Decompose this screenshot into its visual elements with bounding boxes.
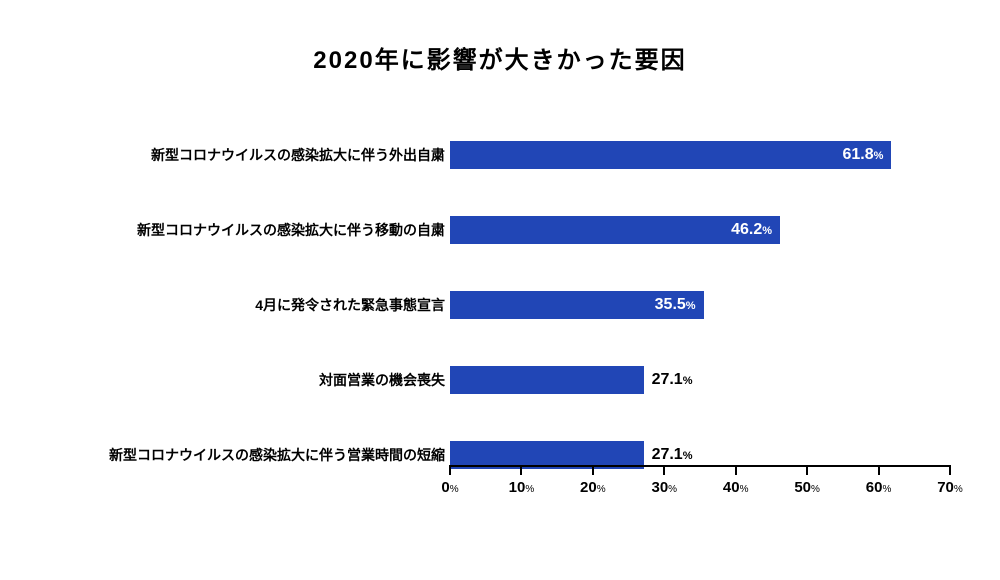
bar-region: 27.1% (450, 360, 950, 400)
chart-title: 2020年に影響が大きかった要因 (50, 40, 950, 75)
category-label: 新型コロナウイルスの感染拡大に伴う移動の自粛 (137, 220, 445, 240)
x-tick-label: 0% (441, 479, 458, 496)
value-unit: % (683, 450, 693, 462)
x-tick-label: 20% (580, 479, 606, 496)
bar (450, 366, 644, 394)
category-label: 新型コロナウイルスの感染拡大に伴う営業時間の短縮 (109, 445, 445, 465)
category-label: 新型コロナウイルスの感染拡大に伴う外出自粛 (151, 145, 445, 165)
x-tick-unit: % (740, 484, 749, 495)
bar-row: 新型コロナウイルスの感染拡大に伴う移動の自粛 46.2% (50, 210, 950, 250)
value-unit: % (686, 300, 696, 312)
category-label: 4月に発令された緊急事態宣言 (255, 295, 445, 315)
x-tick-label: 40% (723, 479, 749, 496)
value-label: 35.5% (655, 296, 696, 314)
x-tick (592, 465, 594, 475)
x-axis-line (450, 465, 950, 467)
x-tick (806, 465, 808, 475)
x-tick (663, 465, 665, 475)
bar-row: 新型コロナウイルスの感染拡大に伴う外出自粛 61.8% (50, 135, 950, 175)
category-label: 対面営業の機会喪失 (319, 370, 445, 390)
plot-area: 新型コロナウイルスの感染拡大に伴う外出自粛61.8%新型コロナウイルスの感染拡大… (50, 115, 950, 515)
x-tick-unit: % (882, 484, 891, 495)
bar-region: 46.2% (450, 210, 950, 250)
value-unit: % (874, 150, 884, 162)
chart-container: 2020年に影響が大きかった要因 新型コロナウイルスの感染拡大に伴う外出自粛 61… (0, 0, 1000, 580)
x-tick (878, 465, 880, 475)
bar-region: 61.8% (450, 135, 950, 175)
value-label: 27.1% (652, 371, 693, 389)
x-tick (449, 465, 451, 475)
bar (450, 141, 891, 169)
value-label: 46.2% (731, 221, 772, 239)
bar-row: 対面営業の機会喪失 27.1% (50, 360, 950, 400)
x-tick-unit: % (597, 484, 606, 495)
x-tick-label: 30% (651, 479, 677, 496)
x-tick (520, 465, 522, 475)
x-axis: 0%10%20%30%40%50%60%70% (450, 465, 950, 495)
x-tick (735, 465, 737, 475)
x-tick-label: 70% (937, 479, 963, 496)
bar-region: 35.5% (450, 285, 950, 325)
x-tick (949, 465, 951, 475)
x-tick-label: 10% (509, 479, 535, 496)
value-unit: % (762, 225, 772, 237)
x-tick-unit: % (954, 484, 963, 495)
x-tick-unit: % (811, 484, 820, 495)
value-label: 61.8% (843, 146, 884, 164)
x-tick-unit: % (450, 484, 459, 495)
x-tick-label: 50% (794, 479, 820, 496)
x-tick-unit: % (668, 484, 677, 495)
x-tick-unit: % (525, 484, 534, 495)
value-label: 27.1% (652, 446, 693, 464)
value-unit: % (683, 375, 693, 387)
x-tick-label: 60% (866, 479, 892, 496)
bar-row: 4月に発令された緊急事態宣言 35.5% (50, 285, 950, 325)
